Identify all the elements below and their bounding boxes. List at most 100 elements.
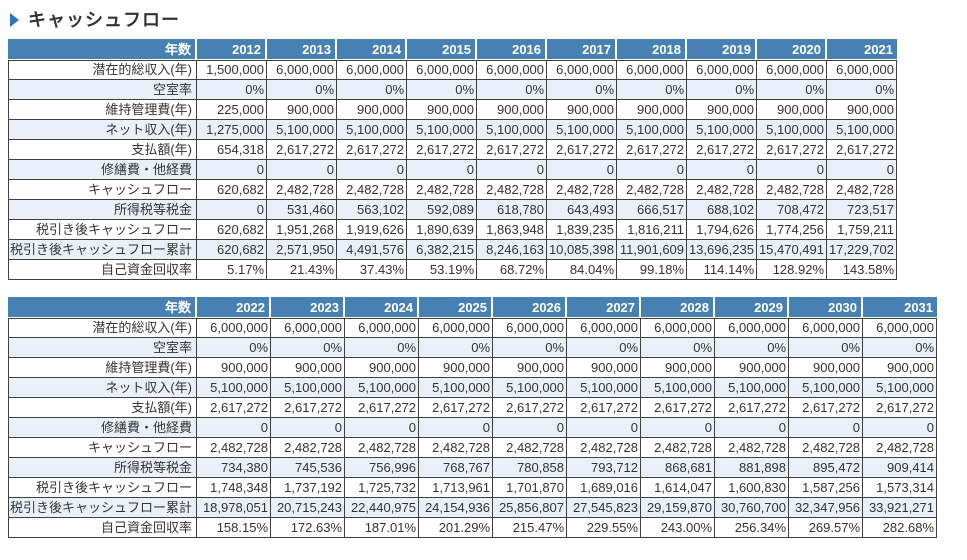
row-label: 維持管理費(年): [8, 358, 198, 378]
value-cell: 0%: [197, 80, 268, 100]
value-cell: 10,085,398: [547, 240, 618, 260]
value-cell: 53.19%: [407, 260, 478, 280]
value-cell: 5,100,000: [547, 120, 618, 140]
table-row: キャッシュフロー 620,682 2,482,728 2,482,728 2,482,7…: [8, 180, 898, 200]
value-cell: 1,919,626: [337, 220, 408, 240]
year-header-cell: 2031: [863, 297, 938, 318]
value-cell: 0: [687, 160, 758, 180]
value-cell: 2,617,272: [715, 398, 790, 418]
value-cell: 6,000,000: [345, 318, 420, 338]
row-label: 潜在的総収入(年): [8, 60, 198, 80]
row-label: 所得税等税金: [8, 458, 198, 478]
value-cell: 2,617,272: [345, 398, 420, 418]
year-header-cell: 2028: [641, 297, 716, 318]
table-row: 修繕費・他経費 0 0 0 0 0 0 0 0 0 0: [8, 418, 938, 438]
value-cell: 5,100,000: [337, 120, 408, 140]
value-cell: 215.47%: [493, 518, 568, 538]
row-label: 支払額(年): [8, 398, 198, 418]
value-cell: 0: [641, 418, 716, 438]
value-cell: 0%: [641, 338, 716, 358]
value-cell: 688,102: [687, 200, 758, 220]
value-cell: 654,318: [197, 140, 268, 160]
value-cell: 2,617,272: [337, 140, 408, 160]
value-cell: 0%: [419, 338, 494, 358]
years-header-label-cell: 年数: [8, 297, 198, 318]
year-header-cell: 2024: [345, 297, 420, 318]
value-cell: 900,000: [789, 358, 864, 378]
row-label: 空室率: [8, 338, 198, 358]
value-cell: 2,617,272: [757, 140, 828, 160]
value-cell: 1,863,948: [477, 220, 548, 240]
year-header-cell: 2026: [493, 297, 568, 318]
value-cell: 2,482,728: [197, 438, 272, 458]
row-label: 維持管理費(年): [8, 100, 198, 120]
value-cell: 2,617,272: [567, 398, 642, 418]
value-cell: 620,682: [197, 180, 268, 200]
section-expand-triangle-icon: [10, 13, 19, 27]
value-cell: 5,100,000: [477, 120, 548, 140]
value-cell: 2,482,728: [641, 438, 716, 458]
row-label: 自己資金回収率: [8, 260, 198, 280]
year-header-row: 年数 2022 2023 2024 2025 2026 2027 2028 2029 2030 20…: [8, 297, 938, 318]
value-cell: 900,000: [493, 358, 568, 378]
value-cell: 2,482,728: [715, 438, 790, 458]
value-cell: 900,000: [419, 358, 494, 378]
year-header-cell: 2027: [567, 297, 642, 318]
value-cell: 2,617,272: [687, 140, 758, 160]
value-cell: 5,100,000: [687, 120, 758, 140]
value-cell: 2,617,272: [197, 398, 272, 418]
page: キャッシュフロー 年数 2012 2013 2014 2015 2016 2017 2018 2…: [8, 10, 967, 538]
value-cell: 158.15%: [197, 518, 272, 538]
value-cell: 2,617,272: [789, 398, 864, 418]
value-cell: 201.29%: [419, 518, 494, 538]
value-cell: 243.00%: [641, 518, 716, 538]
value-cell: 900,000: [567, 358, 642, 378]
value-cell: 6,000,000: [687, 60, 758, 80]
value-cell: 6,000,000: [493, 318, 568, 338]
table-row: 税引き後キャッシュフロー 620,682 1,951,268 1,919,626 1,8…: [8, 220, 898, 240]
value-cell: 745,536: [271, 458, 346, 478]
table-row: 空室率 0% 0% 0% 0% 0% 0% 0% 0% 0% 0%: [8, 338, 938, 358]
table-row: 空室率 0% 0% 0% 0% 0% 0% 0% 0% 0% 0%: [8, 80, 898, 100]
value-cell: 5,100,000: [715, 378, 790, 398]
value-cell: 6,000,000: [477, 60, 548, 80]
value-cell: 20,715,243: [271, 498, 346, 518]
value-cell: 620,682: [197, 220, 268, 240]
value-cell: 0: [271, 418, 346, 438]
row-label: 税引き後キャッシュフロー累計: [8, 240, 198, 260]
row-label: ネット収入(年): [8, 378, 198, 398]
value-cell: 0%: [863, 338, 938, 358]
value-cell: 68.72%: [477, 260, 548, 280]
value-cell: 1,587,256: [789, 478, 864, 498]
value-cell: 6,000,000: [715, 318, 790, 338]
table-row: 維持管理費(年) 225,000 900,000 900,000 900,000 900,…: [8, 100, 898, 120]
value-cell: 33,921,271: [863, 498, 938, 518]
value-cell: 6,000,000: [197, 318, 272, 338]
value-cell: 6,000,000: [863, 318, 938, 338]
value-cell: 708,472: [757, 200, 828, 220]
value-cell: 0: [547, 160, 618, 180]
value-cell: 6,382,215: [407, 240, 478, 260]
value-cell: 5,100,000: [345, 378, 420, 398]
value-cell: 2,482,728: [407, 180, 478, 200]
section-header-cashflow[interactable]: キャッシュフロー: [10, 10, 967, 30]
value-cell: 900,000: [407, 100, 478, 120]
value-cell: 1,816,211: [617, 220, 688, 240]
row-label: 税引き後キャッシュフロー: [8, 220, 198, 240]
value-cell: 2,482,728: [477, 180, 548, 200]
value-cell: 0: [827, 160, 898, 180]
value-cell: 0: [789, 418, 864, 438]
value-cell: 0: [337, 160, 408, 180]
table-row: 支払額(年) 654,318 2,617,272 2,617,272 2,617,272…: [8, 140, 898, 160]
table-row: ネット収入(年) 1,275,000 5,100,000 5,100,000 5,100…: [8, 120, 898, 140]
row-label: ネット収入(年): [8, 120, 198, 140]
year-header-cell: 2017: [547, 39, 618, 60]
value-cell: 2,482,728: [493, 438, 568, 458]
value-cell: 22,440,975: [345, 498, 420, 518]
value-cell: 1,600,830: [715, 478, 790, 498]
value-cell: 2,482,728: [337, 180, 408, 200]
value-cell: 0%: [687, 80, 758, 100]
value-cell: 909,414: [863, 458, 938, 478]
value-cell: 1,890,639: [407, 220, 478, 240]
value-cell: 27,545,823: [567, 498, 642, 518]
